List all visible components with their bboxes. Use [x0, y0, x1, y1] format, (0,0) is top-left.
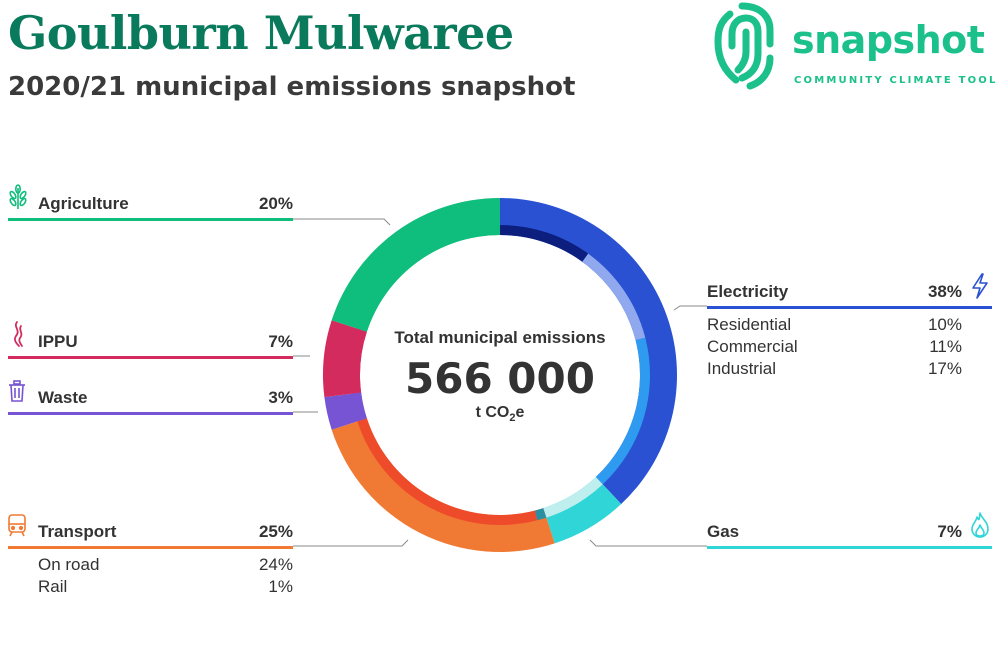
wheat-icon — [7, 184, 29, 215]
sub-percent: 24% — [258, 555, 293, 574]
logo-wordmark: snapshot — [792, 18, 985, 62]
gas-label: Gas — [707, 522, 740, 541]
electricity-label: Electricity — [707, 282, 789, 301]
gas-percent: 7% — [937, 522, 962, 541]
waste-underline — [8, 412, 293, 415]
inner-slice-gas — [543, 477, 603, 518]
ippu-percent: 7% — [268, 332, 293, 351]
flame-icon — [970, 512, 990, 543]
sub-percent: 17% — [927, 359, 962, 378]
transport-percent: 25% — [258, 522, 293, 541]
outer-slice-gas — [543, 477, 622, 544]
snapshot-logo[interactable]: snapshot COMMUNITY CLIMATE TOOL — [712, 0, 1000, 92]
inner-slice-residential — [500, 225, 589, 262]
section-transport: Transport 25% On road 24% Rail 1% — [8, 522, 293, 597]
section-gas: Gas 7% — [707, 522, 992, 552]
electricity-sub-commercial: Commercial 11% — [707, 337, 962, 357]
waste-label: Waste — [38, 388, 88, 407]
logo-tagline: COMMUNITY CLIMATE TOOL — [794, 75, 998, 86]
center-label: Total municipal emissions — [394, 328, 606, 347]
section-agriculture: Agriculture 20% — [8, 194, 293, 224]
bin-icon — [7, 380, 27, 407]
inner-slice-ippu — [350, 328, 367, 394]
train-icon — [7, 513, 27, 542]
gas-underline — [707, 546, 992, 549]
inner-ring — [350, 225, 650, 525]
inner-slice-industrial — [595, 337, 650, 485]
inner-slice-agriculture — [357, 225, 500, 332]
transport-underline — [8, 546, 293, 549]
sub-percent: 10% — [927, 315, 962, 334]
page-subtitle: 2020/21 municipal emissions snapshot — [8, 72, 576, 102]
leader-line-electricity — [673, 305, 707, 311]
inner-slice-rail — [534, 508, 547, 521]
sub-label: Commercial — [707, 337, 798, 356]
snapshot-fingerprint-icon — [714, 2, 774, 90]
electricity-sub-residential: Residential 10% — [707, 315, 962, 335]
sub-label: Residential — [707, 315, 792, 334]
inner-slice-commercial — [582, 253, 646, 341]
sub-percent: 11% — [929, 337, 962, 356]
leader-line-agriculture — [293, 218, 391, 226]
section-electricity: Electricity 38% Residential 10% Commerci… — [707, 282, 992, 382]
transport-label: Transport — [38, 522, 117, 541]
ippu-label: IPPU — [38, 332, 78, 351]
transport-sub-rail: Rail 1% — [38, 577, 293, 597]
waste-percent: 3% — [268, 388, 293, 407]
lightning-icon — [970, 273, 990, 304]
section-ippu: IPPU 7% — [8, 332, 293, 362]
sub-percent: 1% — [268, 577, 293, 596]
agriculture-label: Agriculture — [38, 194, 129, 213]
center-unit: t CO2e — [475, 404, 525, 425]
transport-sub-on-road: On road 24% — [38, 555, 293, 575]
smoke-icon — [9, 320, 27, 353]
sub-label: Rail — [38, 577, 68, 596]
sub-label: Industrial — [707, 359, 776, 378]
section-waste: Waste 3% — [8, 388, 293, 418]
page-title: Goulburn Mulwaree — [8, 6, 514, 60]
leader-line-transport — [293, 539, 409, 547]
outer-slice-electricity — [500, 198, 678, 505]
inner-slice-waste — [351, 392, 367, 422]
inner-slice-on-road — [357, 418, 538, 525]
agriculture-underline — [8, 218, 293, 221]
electricity-sub-industrial: Industrial 17% — [707, 359, 962, 379]
sub-label: On road — [38, 555, 100, 574]
center-total-value: 566 000 — [405, 354, 595, 403]
electricity-percent: 38% — [927, 282, 962, 301]
ippu-underline — [8, 356, 293, 359]
agriculture-percent: 20% — [258, 194, 293, 213]
electricity-underline — [707, 306, 992, 309]
leader-line-gas — [589, 539, 707, 547]
outer-slice-agriculture — [331, 198, 500, 332]
